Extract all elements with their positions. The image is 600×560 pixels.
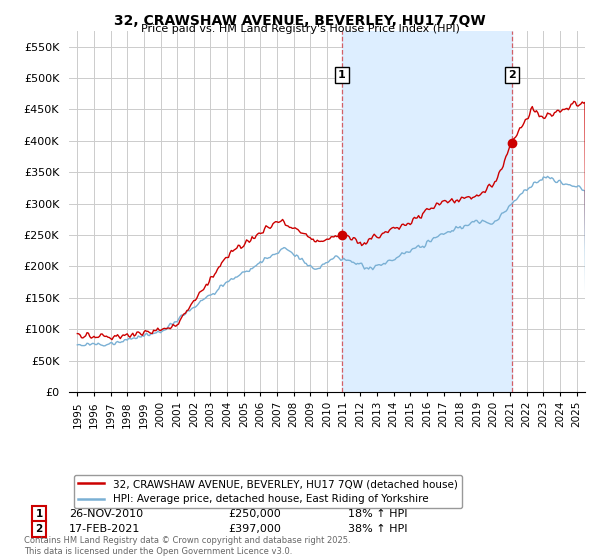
Text: 1: 1 [338,70,346,80]
Legend: 32, CRAWSHAW AVENUE, BEVERLEY, HU17 7QW (detached house), HPI: Average price, de: 32, CRAWSHAW AVENUE, BEVERLEY, HU17 7QW … [74,475,462,508]
Text: 2: 2 [508,70,516,80]
Text: 38% ↑ HPI: 38% ↑ HPI [348,524,407,534]
Text: 32, CRAWSHAW AVENUE, BEVERLEY, HU17 7QW: 32, CRAWSHAW AVENUE, BEVERLEY, HU17 7QW [114,14,486,28]
Text: £250,000: £250,000 [228,509,281,519]
Text: £397,000: £397,000 [228,524,281,534]
Text: 26-NOV-2010: 26-NOV-2010 [69,509,143,519]
Text: 2: 2 [35,524,43,534]
Text: 1: 1 [35,509,43,519]
Text: 18% ↑ HPI: 18% ↑ HPI [348,509,407,519]
Text: Price paid vs. HM Land Registry's House Price Index (HPI): Price paid vs. HM Land Registry's House … [140,24,460,34]
Text: Contains HM Land Registry data © Crown copyright and database right 2025.
This d: Contains HM Land Registry data © Crown c… [24,536,350,556]
Bar [342,31,512,392]
Text: 17-FEB-2021: 17-FEB-2021 [69,524,140,534]
